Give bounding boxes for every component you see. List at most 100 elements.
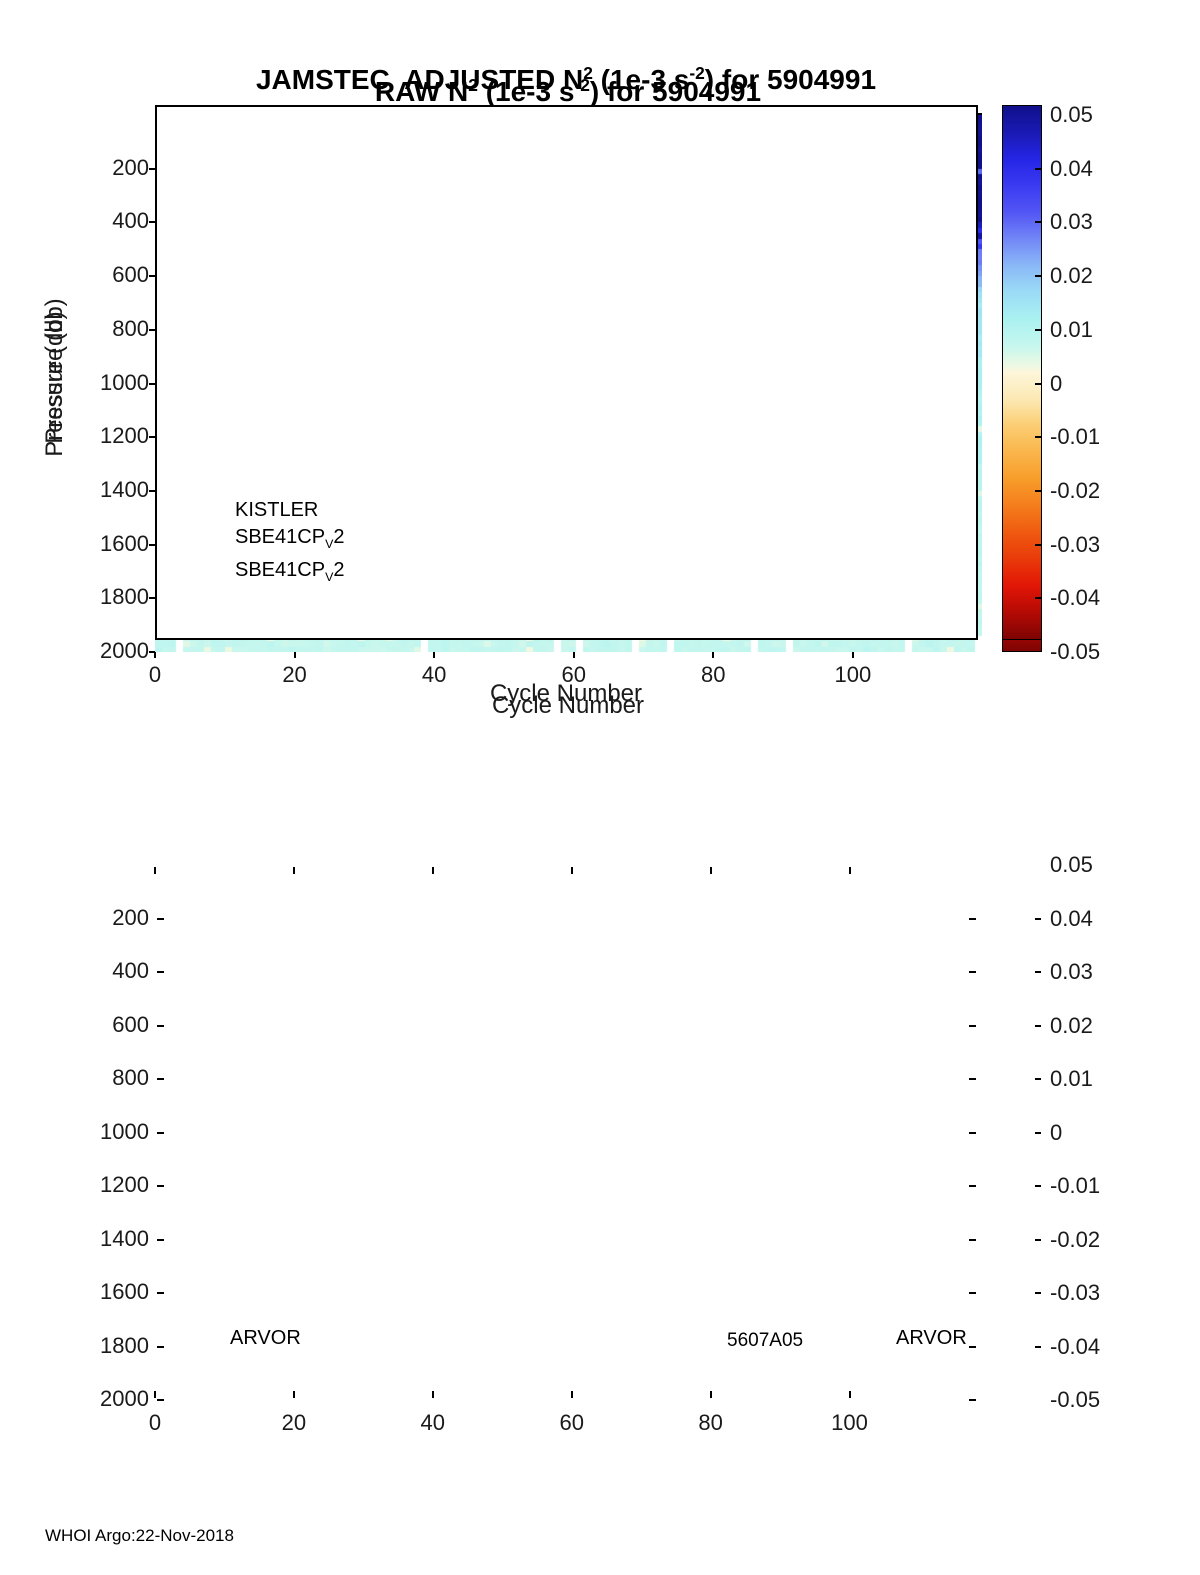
y-tick-label: 1400 [100, 476, 149, 502]
x-tick-mark-top [154, 867, 156, 874]
colorbar-tick-label: 0.02 [1050, 263, 1093, 289]
subscript: V [325, 536, 334, 551]
plot-annotation: ARVOR [896, 1327, 967, 1350]
y-tick-mark [149, 651, 155, 653]
colorbar-tick-label: -0.03 [1050, 531, 1101, 557]
colorbar-tick-mark [1035, 275, 1041, 278]
y-tick-mark [149, 597, 155, 600]
x-tick-mark [433, 652, 436, 658]
y-tick-mark [157, 917, 164, 920]
x-tick-label: 60 [559, 1410, 584, 1435]
y-tick-mark-right [969, 1131, 976, 1134]
x-tick-label: 20 [282, 662, 307, 687]
colorbar-tick-label: -0.02 [1050, 1226, 1101, 1252]
text-segment: 2 [333, 559, 345, 581]
y-tick-mark-right [969, 1292, 976, 1294]
text-segment: SBE41CP [235, 559, 326, 581]
y-tick-mark-right [969, 1185, 976, 1187]
y-tick-label: 1000 [100, 1118, 149, 1144]
adjusted-chart: JAMSTEC ADJUSTED N2 (1e-3 s-2) for 59049… [0, 0, 1200, 760]
colorbar-tick-label: 0.03 [1050, 959, 1093, 984]
y-tick-mark-right [969, 1238, 976, 1241]
colorbar-tick-mark [1035, 328, 1041, 331]
colorbar-tick-mark [1035, 1131, 1041, 1134]
y-tick-label: 200 [112, 904, 149, 930]
text-segment: ) for 5904991 [704, 64, 877, 95]
x-tick-mark [712, 652, 715, 658]
y-tick-label: 1000 [100, 369, 149, 395]
adjusted-chart-title: JAMSTEC ADJUSTED N2 (1e-3 s-2) for 59049… [255, 63, 877, 96]
y-tick-label: 1400 [100, 1225, 149, 1251]
x-tick-label: 80 [701, 662, 726, 687]
text-segment: JAMSTEC ADJUSTED N [255, 64, 584, 95]
text-segment: (1e-3 s [592, 64, 690, 95]
x-tick-mark [709, 1391, 712, 1398]
plot-annotation: ARVOR [230, 1327, 301, 1350]
text-segment: SBE41CP [235, 526, 326, 548]
superscript: -2 [689, 63, 705, 84]
raw-x-axis-label: Cycle Number [491, 692, 645, 719]
y-tick-label: 1600 [100, 1279, 149, 1304]
colorbar-tick-mark [1035, 597, 1041, 600]
colorbar-tick-label: 0.04 [1050, 155, 1093, 181]
y-tick-label: 1200 [100, 423, 149, 449]
x-tick-mark-top [848, 867, 851, 874]
y-tick-mark-right [969, 1078, 976, 1080]
x-tick-label: 40 [421, 662, 447, 687]
y-tick-label: 1200 [100, 1172, 149, 1197]
colorbar-tick-label: 0 [1050, 1119, 1063, 1145]
colorbar-tick-mark [1035, 543, 1041, 546]
y-tick-label: 2000 [100, 1386, 149, 1411]
colorbar-tick-mark [1035, 221, 1041, 224]
y-tick-mark [149, 328, 155, 331]
x-tick-mark [154, 1391, 156, 1398]
plot-annotation: SBE41CPV2 [235, 526, 345, 551]
colorbar-tick-mark [1035, 1024, 1041, 1027]
plot-annotation: KISTLER [235, 499, 318, 522]
x-tick-label: 40 [420, 1410, 446, 1435]
y-tick-mark [149, 221, 155, 224]
colorbar-tick-label: 0.01 [1050, 316, 1093, 342]
x-tick-label: 100 [834, 662, 872, 687]
y-tick-mark [149, 167, 155, 170]
colorbar-tick-mark [1035, 1238, 1041, 1241]
y-tick-mark [157, 1292, 164, 1294]
x-tick-label: 100 [831, 1410, 868, 1435]
adjusted-plot-box [155, 105, 978, 640]
superscript: 2 [468, 75, 478, 96]
y-tick-mark [157, 971, 164, 973]
adjusted-colorbar [1002, 105, 1042, 640]
colorbar-tick-mark [1035, 1078, 1041, 1080]
y-tick-mark-right [969, 1399, 976, 1401]
colorbar-tick-mark [1035, 1185, 1041, 1187]
y-tick-mark [149, 543, 155, 546]
text-segment: (1e-3 s [477, 76, 575, 107]
y-tick-label: 400 [112, 958, 149, 983]
y-tick-mark-right [969, 1024, 976, 1027]
colorbar-tick-mark [1035, 917, 1041, 920]
colorbar-tick-label: -0.01 [1050, 1173, 1101, 1198]
text-segment: KISTLER [235, 499, 319, 521]
y-tick-mark [149, 436, 155, 439]
x-tick-label: 60 [561, 662, 586, 687]
text-segment: 2 [333, 526, 345, 548]
x-tick-mark [848, 1391, 851, 1398]
y-tick-mark [157, 1131, 164, 1134]
y-tick-mark [157, 1078, 164, 1080]
text-segment: RAW N [374, 76, 469, 107]
colorbar-tick-label: 0.05 [1050, 852, 1093, 877]
colorbar-tick-mark [1035, 489, 1041, 492]
colorbar-tick-label: -0.04 [1050, 1333, 1101, 1359]
y-tick-mark-right [969, 1345, 976, 1348]
x-tick-mark [570, 1391, 573, 1398]
colorbar-tick-label: 0 [1050, 370, 1063, 396]
y-tick-label: 600 [112, 262, 149, 288]
text-segment: ARVOR [896, 1327, 967, 1349]
x-tick-mark [572, 652, 575, 658]
x-tick-mark [154, 652, 156, 658]
y-tick-mark [149, 382, 155, 385]
y-tick-label: 800 [112, 1065, 149, 1090]
x-tick-label: 0 [148, 662, 162, 687]
y-tick-label: 1800 [100, 1332, 149, 1358]
x-tick-mark-top [431, 867, 434, 874]
